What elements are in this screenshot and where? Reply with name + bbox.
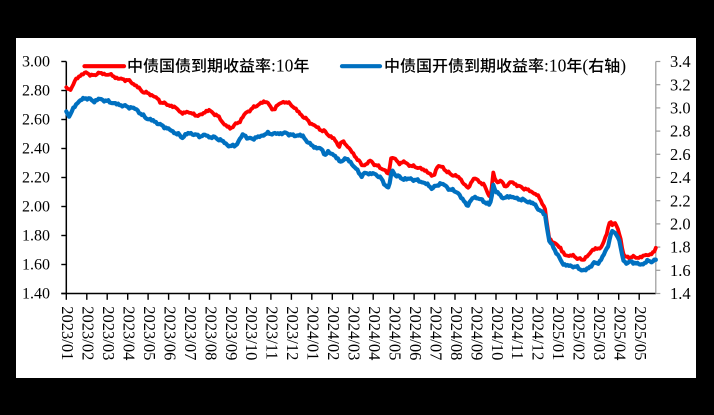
svg-text:1.8: 1.8 xyxy=(670,238,691,257)
svg-text:): ) xyxy=(620,56,626,76)
svg-text:(: ( xyxy=(582,56,588,76)
svg-text:2023/01: 2023/01 xyxy=(58,306,77,360)
svg-text:2023/05: 2023/05 xyxy=(140,306,159,360)
svg-text:2.00: 2.00 xyxy=(22,199,50,216)
svg-text:1.40: 1.40 xyxy=(22,286,50,303)
svg-text::10: :10 xyxy=(544,56,567,76)
svg-text:2.0: 2.0 xyxy=(670,215,691,234)
svg-text:1.80: 1.80 xyxy=(22,228,50,245)
svg-text:1.60: 1.60 xyxy=(22,257,50,274)
svg-text:2023/12: 2023/12 xyxy=(283,306,302,360)
svg-text:1.4: 1.4 xyxy=(670,284,691,303)
svg-text:3.2: 3.2 xyxy=(670,75,691,94)
svg-text:2023/06: 2023/06 xyxy=(160,306,179,360)
svg-text:3.00: 3.00 xyxy=(22,54,50,71)
svg-text:2.4: 2.4 xyxy=(670,168,691,187)
svg-text:2025/03: 2025/03 xyxy=(590,306,609,360)
svg-text:2024/02: 2024/02 xyxy=(324,306,343,360)
svg-text:2.40: 2.40 xyxy=(22,141,50,158)
svg-text:2024/01: 2024/01 xyxy=(304,306,323,360)
svg-text:2024/06: 2024/06 xyxy=(406,306,425,360)
svg-text:2025/01: 2025/01 xyxy=(549,306,568,360)
svg-text:2.8: 2.8 xyxy=(670,122,691,141)
svg-text:2023/09: 2023/09 xyxy=(222,306,241,360)
svg-text:2023/08: 2023/08 xyxy=(201,306,220,360)
svg-text:2024/10: 2024/10 xyxy=(488,306,507,360)
svg-text:2024/08: 2024/08 xyxy=(447,306,466,360)
svg-text:2.6: 2.6 xyxy=(670,145,691,164)
svg-text:2024/05: 2024/05 xyxy=(386,306,405,360)
svg-text:3.4: 3.4 xyxy=(670,52,691,71)
svg-text:2023/03: 2023/03 xyxy=(99,306,118,360)
svg-text:2023/02: 2023/02 xyxy=(79,306,98,360)
svg-text:2024/03: 2024/03 xyxy=(345,306,364,360)
svg-text:2.60: 2.60 xyxy=(22,112,50,129)
svg-text:2023/11: 2023/11 xyxy=(263,306,282,359)
svg-text:2023/07: 2023/07 xyxy=(181,306,200,360)
svg-text:2023/10: 2023/10 xyxy=(242,306,261,360)
svg-text:2023/04: 2023/04 xyxy=(120,306,139,360)
svg-text:2.80: 2.80 xyxy=(22,83,50,100)
svg-text:3.0: 3.0 xyxy=(670,99,691,118)
svg-text::10: :10 xyxy=(271,56,294,76)
svg-text:2.20: 2.20 xyxy=(22,170,50,187)
svg-text:2.2: 2.2 xyxy=(670,191,691,210)
svg-text:1.6: 1.6 xyxy=(670,261,691,280)
svg-text:2024/07: 2024/07 xyxy=(426,306,445,360)
svg-text:2024/11: 2024/11 xyxy=(508,306,527,359)
svg-text:2025/02: 2025/02 xyxy=(570,306,589,360)
svg-text:2024/12: 2024/12 xyxy=(529,306,548,360)
svg-text:2024/09: 2024/09 xyxy=(467,306,486,360)
svg-text:2025/04: 2025/04 xyxy=(611,306,630,360)
svg-text:2025/05: 2025/05 xyxy=(631,306,650,360)
svg-text:2024/04: 2024/04 xyxy=(365,306,384,360)
